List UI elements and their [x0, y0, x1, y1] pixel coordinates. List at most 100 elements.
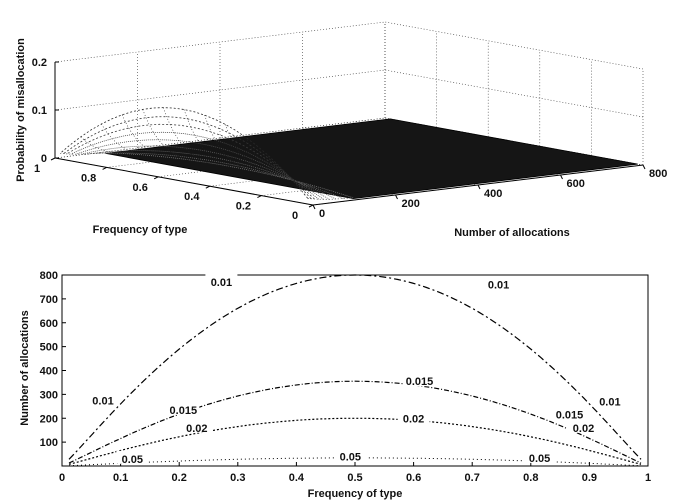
- contour-label-bg: [334, 448, 367, 462]
- contour-label-bg: [482, 276, 515, 290]
- contour-label-bg: [403, 373, 436, 387]
- surface-mesh-line: [121, 114, 168, 158]
- contour-label: 0.015: [170, 405, 198, 417]
- contour-label: 0.02: [186, 423, 207, 435]
- surface-z-tick-label: 0.1: [32, 105, 47, 117]
- contour-label-bg: [593, 393, 626, 407]
- surface-gridline: [384, 69, 644, 118]
- surface-mesh-line: [307, 197, 354, 200]
- surface-y-tick-label: 0.8: [81, 172, 96, 184]
- contour-label-bg: [116, 450, 149, 464]
- surface-y-tick: [102, 166, 107, 170]
- contour-label: 0.015: [556, 410, 584, 422]
- contour-x-tick-label: 0.5: [347, 472, 362, 484]
- surface-yaxis-label: Frequency of type: [93, 224, 188, 236]
- surface-mesh-line: [95, 152, 344, 199]
- contour-x-tick-label: 0.4: [289, 472, 305, 484]
- surface-flat-region: [105, 118, 638, 200]
- surface-y-axis: [54, 157, 314, 206]
- surface-x-tick: [560, 174, 563, 180]
- contour-x-tick-label: 0.8: [523, 472, 538, 484]
- contour-y-tick-label: 100: [40, 437, 58, 449]
- contour-x-tick-label: 0.6: [406, 472, 421, 484]
- contour-x-tick-label: 0.1: [113, 472, 128, 484]
- surface-mesh-line: [142, 109, 189, 160]
- contour-x-tick-label: 0.2: [172, 472, 187, 484]
- surface-x-tick-label: 400: [484, 188, 502, 200]
- contour-label: 0.02: [403, 413, 424, 425]
- surface-gridline: [384, 21, 644, 70]
- surface-y-tick: [308, 204, 314, 208]
- contour-y-tick-label: 800: [40, 270, 58, 282]
- contour-x-tick-label: 0.9: [582, 472, 597, 484]
- contour-lines: [68, 274, 642, 467]
- contour-frame: [61, 274, 649, 467]
- surface-xaxis-label: Number of allocations: [454, 227, 570, 239]
- surface-mesh-line: [163, 107, 209, 163]
- surface-y-tick-label: 0: [292, 210, 298, 222]
- surface-y-tick-label: 1: [34, 163, 40, 175]
- surface-mesh-line: [266, 153, 312, 186]
- contour-label-bg: [205, 274, 238, 288]
- contour-label: 0.01: [599, 397, 620, 409]
- surface-y-tick: [257, 195, 262, 199]
- contour-labels: 0.01 0.010.01 0.010.0150.0150.0150.020.020…: [87, 274, 626, 466]
- surface-mesh-line: [60, 152, 106, 155]
- contour-label: 0.01: [211, 277, 232, 289]
- contour-label: 0.01: [92, 395, 113, 407]
- contour-y-tick-label: 600: [40, 318, 58, 330]
- surface-y-tick-label: 0.4: [184, 191, 200, 203]
- surface-x-tick-label: 800: [649, 168, 667, 180]
- contour-y-tick-label: 400: [40, 366, 58, 378]
- surface-mesh-line: [183, 109, 230, 167]
- surface-mesh: [59, 107, 638, 200]
- contour-label-bg: [567, 419, 600, 433]
- contour-label: 0.015: [406, 376, 434, 388]
- contour-y-tick-label: 700: [40, 294, 58, 306]
- surface-axes: [50, 61, 646, 210]
- contour-label-bg: [523, 449, 556, 463]
- surface-mesh-line: [81, 145, 330, 200]
- contour-x-tick-label: 0.3: [230, 472, 245, 484]
- contour-label-bg: [87, 392, 119, 406]
- contour-plot-border: [61, 274, 649, 467]
- surface-zaxis-label: Probability of misallocation: [15, 38, 27, 182]
- contour-line-0.01: [68, 274, 642, 460]
- contour-label: 0.01: [488, 280, 509, 292]
- contour-line-0.015: [68, 380, 642, 464]
- surface-x-tick: [477, 184, 481, 190]
- surface-mesh-line: [245, 137, 292, 181]
- contour-label: 0.05: [340, 451, 361, 463]
- surface-x-tick-label: 200: [402, 198, 420, 210]
- surface-mesh-line: [204, 114, 251, 171]
- surface-y-tick: [153, 176, 159, 180]
- contour-tick-labels: 0 0.1 0.2 0.3 0.4 0.5 0.6 0.7 0.8 0.9 1 100 200 300 40…: [40, 270, 651, 484]
- contour-plot: 0 0.1 0.2 0.3 0.4 0.5 0.6 0.7 0.8 0.9 1 100 200 300 40…: [19, 270, 651, 500]
- contour-x-tick-label: 0: [59, 472, 65, 484]
- contour-label: 0.02: [573, 423, 594, 435]
- surface-z-tick-label: 0: [41, 153, 47, 165]
- contour-y-tick-label: 300: [40, 389, 58, 401]
- contour-label: 0.05: [122, 454, 143, 466]
- contour-label: 0.05: [529, 453, 550, 465]
- surface-x-tick: [642, 164, 646, 170]
- surface-mesh-line: [225, 124, 271, 176]
- contour-xaxis-label: Frequency of type: [308, 488, 403, 500]
- contour-yaxis-label: Number of allocations: [19, 310, 31, 426]
- contour-label-bg: [167, 401, 200, 415]
- contour-y-tick-label: 200: [40, 413, 58, 425]
- surface-z-tick-label: 0.2: [32, 57, 47, 69]
- surface-y-tick-label: 0.2: [236, 201, 251, 213]
- contour-y-tick-label: 500: [40, 342, 58, 354]
- surface-y-tick: [205, 185, 211, 189]
- contour-x-tick-label: 1: [645, 472, 651, 484]
- surface-y-tick-label: 0.6: [133, 182, 148, 194]
- contour-x-tick-label: 0.7: [465, 472, 480, 484]
- surface-y-tick: [50, 157, 56, 161]
- surface-x-tick-label: 600: [567, 178, 585, 190]
- surface-x-tick: [312, 204, 316, 210]
- contour-label-bg: [553, 406, 586, 420]
